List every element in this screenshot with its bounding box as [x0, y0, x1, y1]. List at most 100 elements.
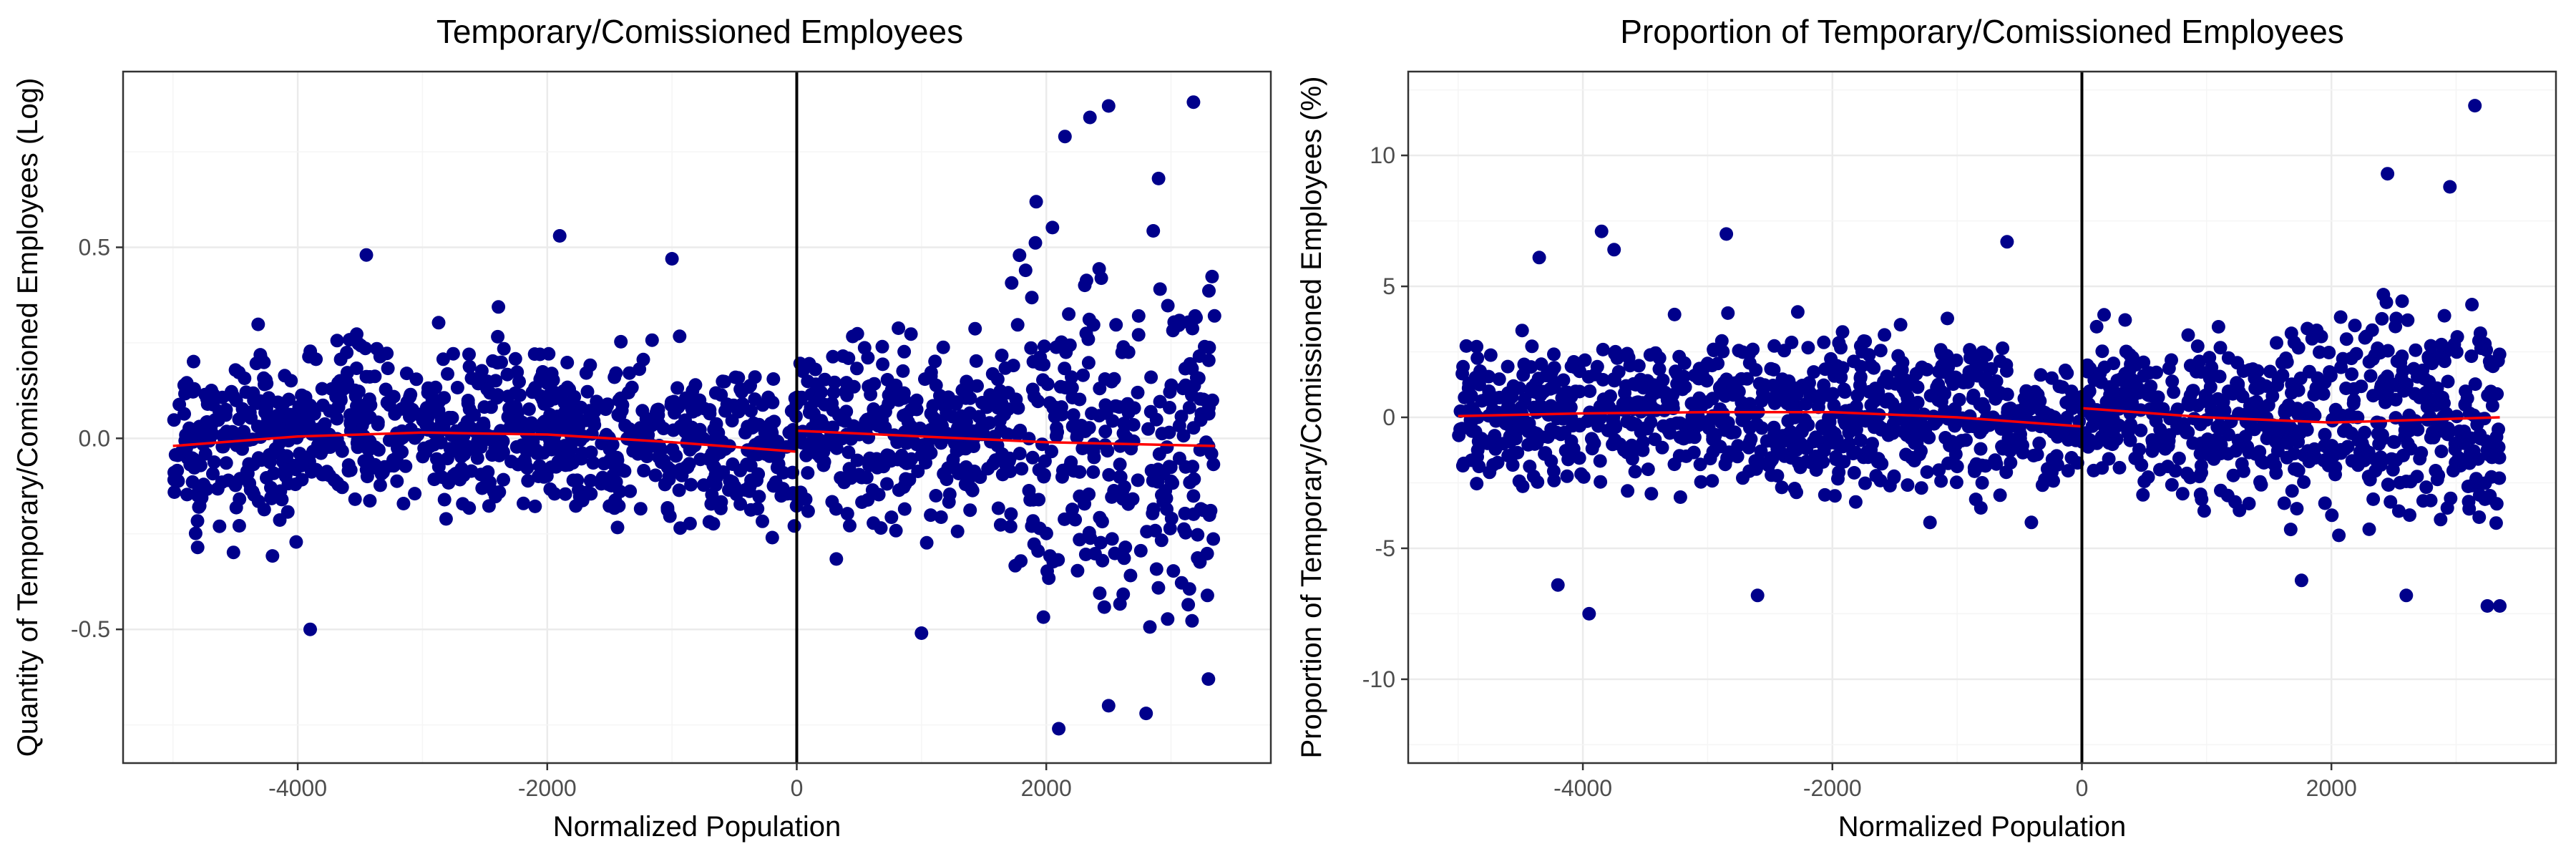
right-data-point [1976, 345, 1990, 359]
right-data-point [1920, 362, 1934, 377]
left-data-point [1081, 356, 1096, 370]
right-data-point [2398, 423, 2412, 437]
left-data-point [635, 404, 650, 418]
right-data-point [1776, 435, 1790, 449]
right-data-point [2344, 351, 2358, 366]
right-data-point [1492, 372, 1506, 387]
left-data-point [537, 415, 551, 430]
left-data-point [924, 407, 938, 421]
left-data-point [1164, 378, 1179, 392]
right-data-point [2311, 371, 2325, 385]
right-data-point [1948, 370, 1963, 384]
right-x-axis-label: Normalized Population [1838, 811, 2126, 843]
left-data-point [1113, 470, 1128, 484]
left-data-point [673, 521, 688, 535]
right-y-axis-label: Proportion of Temporary/Comissioned Empl… [1296, 77, 1327, 759]
right-x-tick-label: 0 [2076, 775, 2089, 801]
left-data-point [431, 316, 446, 330]
right-data-point [2243, 363, 2257, 377]
left-data-point [200, 415, 214, 429]
right-data-point [2444, 491, 2458, 505]
left-data-point [253, 350, 268, 364]
left-data-point [251, 317, 265, 331]
left-data-point [847, 419, 861, 433]
left-data-point [1149, 562, 1163, 576]
right-y-tick-label: 5 [1382, 273, 1395, 299]
left-data-point [924, 422, 937, 437]
left-data-point [960, 470, 974, 485]
right-data-point [2145, 389, 2159, 403]
left-data-point [491, 329, 505, 344]
left-data-point [889, 523, 903, 538]
right-data-point [2380, 369, 2394, 384]
left-data-point [1182, 582, 1196, 596]
left-data-point [583, 474, 597, 487]
left-data-point [1097, 600, 1111, 614]
left-data-point [1101, 99, 1116, 113]
left-data-point [1062, 307, 1076, 321]
left-data-point [590, 394, 604, 409]
right-x-axis-ticks: -4000 -2000 0 2000 [1553, 763, 2357, 801]
right-data-point [1767, 363, 1781, 377]
right-data-point [2271, 372, 2285, 386]
right-data-point [1999, 364, 2014, 378]
right-data-point [1532, 251, 1546, 265]
right-data-point [1914, 444, 1928, 458]
left-data-point [950, 524, 965, 538]
left-data-point [381, 361, 395, 376]
right-data-point [2162, 428, 2177, 442]
left-data-point [1101, 699, 1116, 713]
left-data-point [801, 374, 815, 389]
left-data-point [713, 501, 728, 515]
right-data-point [1790, 485, 1803, 500]
left-data-point [295, 388, 309, 402]
left-data-point [542, 394, 556, 409]
right-data-point [2301, 444, 2315, 458]
left-data-point [436, 352, 450, 367]
left-data-point [564, 442, 578, 456]
left-data-point [1065, 419, 1080, 433]
right-data-point [2090, 410, 2104, 424]
right-data-point [1459, 339, 1473, 353]
right-data-point [2462, 495, 2476, 509]
left-data-point [645, 333, 659, 347]
left-data-point [1003, 520, 1018, 534]
left-data-point [970, 379, 984, 393]
right-data-point [1628, 465, 1642, 479]
left-data-point [834, 471, 848, 485]
right-data-point [1641, 462, 1655, 477]
left-data-point [708, 449, 721, 463]
left-data-point [911, 465, 925, 478]
left-data-point [1064, 455, 1078, 470]
right-data-point [1775, 480, 1789, 495]
left-data-point [618, 464, 632, 478]
left-data-point [818, 372, 832, 387]
right-data-point [2326, 414, 2340, 428]
left-data-point [1139, 707, 1153, 721]
right-data-point [1909, 367, 1923, 381]
left-data-point [1092, 262, 1106, 276]
left-data-point [863, 379, 877, 393]
right-data-point [2489, 516, 2503, 530]
right-data-point [2287, 447, 2301, 461]
left-data-point [187, 354, 200, 369]
right-data-point [1750, 588, 1765, 603]
left-data-point [656, 422, 670, 436]
left-data-point [997, 407, 1011, 422]
left-data-point [669, 449, 683, 463]
left-data-point [1093, 382, 1107, 396]
left-data-point [276, 397, 291, 411]
right-data-point [1817, 378, 1831, 392]
left-data-point [874, 521, 888, 535]
left-data-point [363, 494, 377, 508]
left-data-point [1025, 291, 1039, 305]
right-data-point [2489, 497, 2504, 511]
left-data-point [991, 501, 1005, 515]
right-data-point [1666, 397, 1680, 412]
right-data-point [2012, 421, 2026, 435]
left-data-point [1172, 419, 1186, 433]
right-data-point [2416, 494, 2430, 508]
left-data-point [232, 412, 246, 427]
left-data-point [1159, 491, 1174, 505]
left-data-point [1046, 401, 1060, 415]
